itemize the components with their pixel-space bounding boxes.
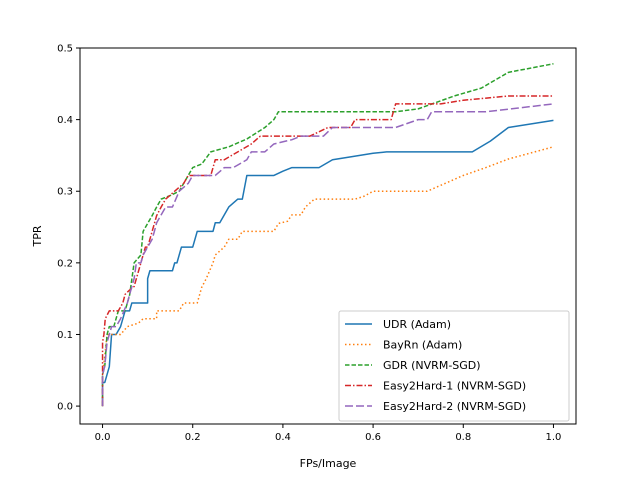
y-tick-label: 0.4 <box>57 115 73 126</box>
y-axis-label: TPR <box>31 225 44 247</box>
legend-items: UDR (Adam) BayRn (Adam) GDR (NVRM-SGD) Easy… <box>345 318 526 413</box>
legend-label: Easy2Hard-1 (NVRM-SGD) <box>383 380 526 393</box>
y-tick-label: 0.0 <box>57 402 73 413</box>
x-axis-ticks: 0.0 0.2 0.4 0.6 0.8 1.0 <box>95 424 562 443</box>
series-line-2 <box>101 146 554 407</box>
y-axis-ticks: 0.0 0.1 0.2 0.3 0.4 0.5 <box>57 44 80 413</box>
y-tick-label: 0.2 <box>57 258 73 269</box>
x-tick-label: 0.8 <box>455 432 471 443</box>
legend-label: Easy2Hard-2 (NVRM-SGD) <box>383 400 526 413</box>
series-line-5 <box>101 103 554 407</box>
legend: UDR (Adam) BayRn (Adam) GDR (NVRM-SGD) Easy… <box>338 310 570 422</box>
legend-label: GDR (NVRM-SGD) <box>383 359 481 372</box>
plot-frame <box>79 47 577 425</box>
legend-label: BayRn (Adam) <box>383 339 462 352</box>
x-tick-label: 0.6 <box>365 432 381 443</box>
y-tick-label: 0.5 <box>57 44 73 55</box>
y-tick-label: 0.1 <box>57 330 73 341</box>
x-tick-label: 0.0 <box>95 432 111 443</box>
x-tick-label: 0.2 <box>185 432 201 443</box>
series-line-1 <box>101 119 554 407</box>
legend-label: UDR (Adam) <box>383 318 451 331</box>
x-axis-label: FPs/Image <box>300 457 357 470</box>
series-line-4 <box>101 95 554 407</box>
legend-box <box>338 310 570 422</box>
plot-series <box>101 63 554 407</box>
x-tick-label: 0.4 <box>275 432 291 443</box>
x-tick-label: 1.0 <box>546 432 562 443</box>
y-tick-label: 0.3 <box>57 187 73 198</box>
